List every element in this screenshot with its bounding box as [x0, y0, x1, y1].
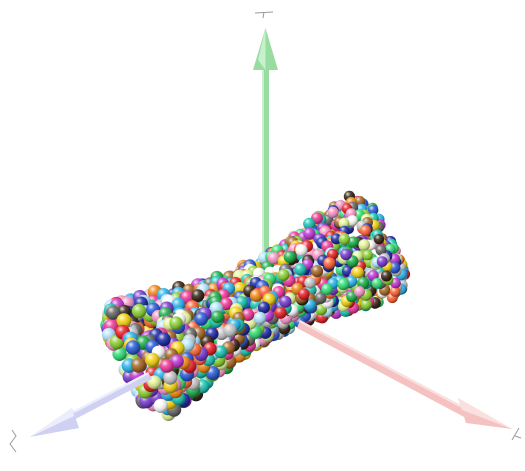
- particle-shading: [367, 204, 379, 216]
- particle-shading: [362, 249, 373, 261]
- particle-shading: [211, 310, 224, 324]
- axes-front: [30, 320, 512, 437]
- particle-shading: [106, 305, 121, 320]
- particle-shading: [241, 308, 255, 321]
- axis-y-arrow: [253, 28, 278, 298]
- particle-shading: [295, 244, 308, 257]
- particle-shading: [340, 248, 352, 261]
- particle-shading: [321, 283, 333, 296]
- particle-shading: [145, 352, 160, 368]
- particle-shading: [358, 239, 371, 251]
- particle-shading: [116, 313, 132, 328]
- particle-shading: [253, 311, 267, 325]
- particle-shading: [279, 295, 292, 308]
- particle-shading: [131, 358, 146, 373]
- particle-shading: [303, 217, 316, 230]
- particle-shading: [169, 316, 183, 330]
- particle-shading: [304, 277, 316, 289]
- particle-shading: [375, 244, 387, 256]
- particle-shading: [352, 266, 364, 279]
- particle-shading: [257, 301, 270, 314]
- particle-shading: [346, 215, 358, 227]
- axis-x-label-mark: [511, 427, 522, 441]
- particle-shading: [354, 286, 365, 298]
- particle-shading: [294, 263, 307, 276]
- particle-shading: [337, 277, 350, 291]
- axes-back: [253, 28, 278, 298]
- axis-z-arrow: [30, 372, 152, 437]
- particle-shading: [347, 236, 359, 248]
- particle-shading: [156, 332, 171, 347]
- particle-shading: [267, 252, 280, 265]
- particle-shading: [338, 217, 350, 229]
- particle-cloud: [100, 190, 411, 422]
- particle-shading: [298, 288, 310, 300]
- particle-shading: [338, 233, 350, 245]
- particle-shading: [220, 297, 233, 311]
- particle-shading: [303, 227, 316, 240]
- particle-shading: [373, 234, 385, 245]
- particle-shading: [191, 289, 205, 302]
- particle-shading: [360, 225, 371, 237]
- particle-shading: [131, 303, 147, 319]
- particle-shading: [389, 286, 401, 297]
- particle-shading: [330, 233, 342, 245]
- particle-shading: [371, 277, 383, 289]
- particle-shading: [223, 323, 237, 338]
- particle-shading: [214, 345, 228, 359]
- particle-shading: [274, 306, 287, 319]
- particle-shading: [153, 398, 168, 413]
- particle-shading: [194, 312, 208, 326]
- particle-shading: [381, 270, 392, 282]
- particle-shading: [125, 340, 141, 355]
- particle-shading: [160, 359, 174, 373]
- particle-shading: [283, 250, 296, 263]
- particle-shading: [163, 370, 178, 385]
- particle-shading: [314, 292, 327, 304]
- particle-shading: [327, 206, 339, 218]
- particle-shading: [277, 269, 290, 281]
- axis-z-label-mark: [9, 429, 17, 453]
- particle-shading: [323, 257, 336, 270]
- particle-shading: [357, 277, 370, 290]
- particle-shading: [360, 298, 372, 310]
- axis-x-arrow: [297, 320, 512, 429]
- particle-shading: [311, 265, 324, 278]
- particle-shading: [376, 256, 388, 267]
- axis-y-label-mark: [254, 11, 274, 19]
